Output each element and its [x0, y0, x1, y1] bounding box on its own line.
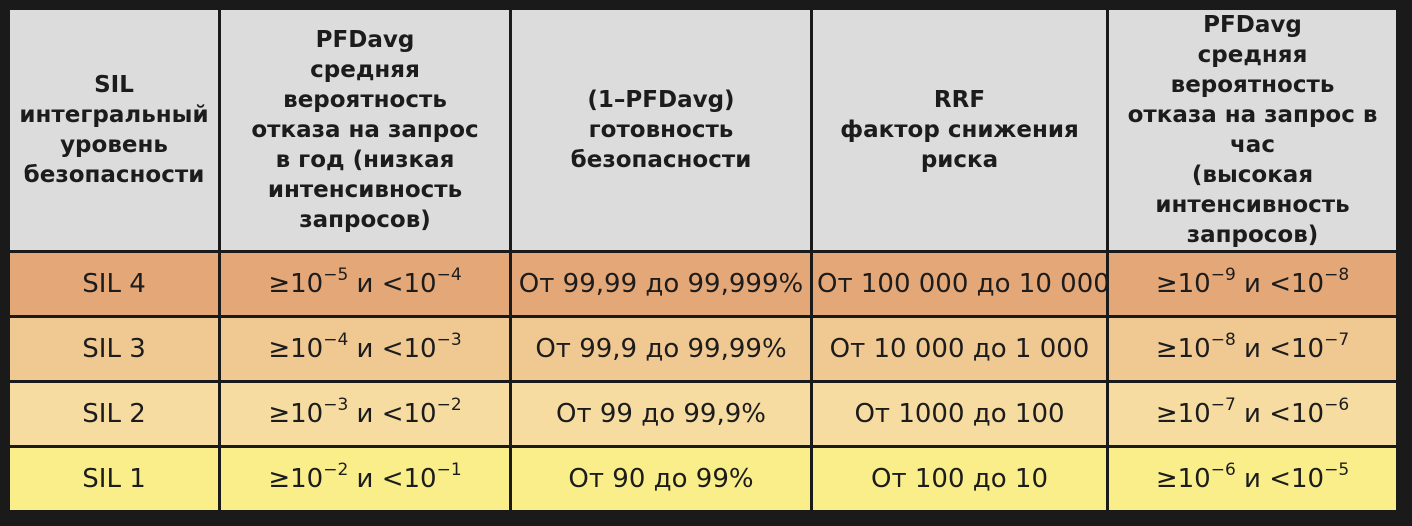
header-line: интегральный: [19, 102, 209, 128]
pfd-ge-exp: −8: [1210, 330, 1236, 350]
pfd-and: и: [1235, 464, 1270, 494]
pfd-ge: ≥10: [268, 464, 324, 494]
pfd-lt: <10: [381, 464, 437, 494]
cell-pfd-year: ≥10−4 и <10−3: [221, 318, 509, 380]
header-line: интенсивность: [267, 177, 463, 203]
pfd-and: и: [348, 399, 382, 429]
header-line: в год (низкая: [275, 147, 455, 173]
pfd-ge-exp: −5: [323, 265, 349, 285]
header-line: средняя вероятность: [1170, 42, 1335, 98]
header-sil: SIL интегральный уровень безопасности: [10, 10, 218, 250]
header-line: фактор снижения: [840, 117, 1079, 143]
cell-pfd-hour: ≥10−9 и <10−8: [1109, 253, 1396, 315]
table-row: SIL 2 ≥10−3 и <10−2 От 99 до 99,9% От 10…: [10, 383, 1396, 445]
cell-sil: SIL 2: [10, 383, 218, 445]
cell-rrf: От 100 до 10: [813, 448, 1106, 510]
cell-availability: От 99 до 99,9%: [512, 383, 810, 445]
pfd-ge: ≥10: [1155, 269, 1211, 299]
header-line: отказа на запрос в час: [1127, 102, 1378, 158]
pfd-ge-exp: −7: [1210, 395, 1236, 415]
pfd-lt-exp: −6: [1324, 395, 1350, 415]
cell-sil: SIL 4: [10, 253, 218, 315]
pfd-ge-exp: −2: [323, 460, 349, 480]
header-line: риска: [920, 147, 999, 173]
cell-pfd-year: ≥10−2 и <10−1: [221, 448, 509, 510]
pfd-lt-exp: −4: [436, 265, 462, 285]
pfd-lt: <10: [1269, 464, 1325, 494]
cell-pfd-year: ≥10−5 и <10−4: [221, 253, 509, 315]
pfd-and: и: [1235, 334, 1270, 364]
pfd-lt: <10: [1269, 334, 1325, 364]
header-line: безопасности: [570, 147, 752, 173]
pfd-and: и: [348, 269, 382, 299]
cell-pfd-hour: ≥10−7 и <10−6: [1109, 383, 1396, 445]
table-row: SIL 3 ≥10−4 и <10−3 От 99,9 до 99,99% От…: [10, 318, 1396, 380]
pfd-lt: <10: [1269, 269, 1325, 299]
pfd-lt-exp: −3: [436, 330, 462, 350]
pfd-ge: ≥10: [1155, 399, 1211, 429]
header-pfd-hour: PFDavg средняя вероятность отказа на зап…: [1109, 10, 1396, 250]
pfd-lt-exp: −8: [1324, 265, 1350, 285]
pfd-lt: <10: [381, 269, 437, 299]
header-line: готовность: [588, 117, 734, 143]
pfd-ge-exp: −9: [1210, 265, 1236, 285]
header-line: SIL: [94, 72, 134, 98]
cell-availability: От 99,99 до 99,999%: [512, 253, 810, 315]
cell-sil: SIL 3: [10, 318, 218, 380]
pfd-and: и: [348, 464, 382, 494]
table-row: SIL 1 ≥10−2 и <10−1 От 90 до 99% От 100 …: [10, 448, 1396, 510]
pfd-lt: <10: [381, 334, 437, 364]
pfd-lt-exp: −1: [436, 460, 462, 480]
pfd-and: и: [348, 334, 382, 364]
pfd-ge-exp: −3: [323, 395, 349, 415]
pfd-lt-exp: −5: [1324, 460, 1350, 480]
pfd-lt-exp: −2: [436, 395, 462, 415]
sil-table: SIL интегральный уровень безопасности PF…: [7, 7, 1399, 513]
cell-rrf: От 10 000 до 1 000: [813, 318, 1106, 380]
pfd-and: и: [1235, 269, 1270, 299]
cell-pfd-hour: ≥10−6 и <10−5: [1109, 448, 1396, 510]
cell-rrf: От 100 000 до 10 000: [813, 253, 1106, 315]
header-line: средняя вероятность: [283, 57, 447, 113]
header-line: запросов): [299, 207, 431, 233]
header-line: отказа на запрос: [251, 117, 479, 143]
cell-availability: От 90 до 99%: [512, 448, 810, 510]
cell-sil: SIL 1: [10, 448, 218, 510]
pfd-lt-exp: −7: [1324, 330, 1350, 350]
cell-availability: От 99,9 до 99,99%: [512, 318, 810, 380]
header-line: RRF: [933, 87, 986, 113]
header-line: уровень: [60, 132, 168, 158]
cell-pfd-year: ≥10−3 и <10−2: [221, 383, 509, 445]
header-line: (1–PFDavg): [587, 87, 735, 113]
pfd-lt: <10: [1269, 399, 1325, 429]
header-rrf: RRF фактор снижения риска: [813, 10, 1106, 250]
header-pfd-year: PFDavg средняя вероятность отказа на зап…: [221, 10, 509, 250]
pfd-ge: ≥10: [1155, 334, 1211, 364]
pfd-ge: ≥10: [268, 399, 324, 429]
cell-rrf: От 1000 до 100: [813, 383, 1106, 445]
table-row: SIL 4 ≥10−5 и <10−4 От 99,99 до 99,999% …: [10, 253, 1396, 315]
pfd-ge: ≥10: [268, 269, 324, 299]
header-line: безопасности: [23, 162, 205, 188]
pfd-ge: ≥10: [1155, 464, 1211, 494]
pfd-and: и: [1235, 399, 1270, 429]
cell-pfd-hour: ≥10−8 и <10−7: [1109, 318, 1396, 380]
header-line: запросов): [1186, 222, 1319, 248]
pfd-lt: <10: [381, 399, 437, 429]
pfd-ge: ≥10: [268, 334, 324, 364]
pfd-ge-exp: −4: [323, 330, 349, 350]
header-line: (высокая интенсивность: [1155, 162, 1350, 218]
header-availability: (1–PFDavg) готовность безопасности: [512, 10, 810, 250]
header-row: SIL интегральный уровень безопасности PF…: [10, 10, 1396, 250]
header-line: PFDavg: [315, 27, 415, 53]
header-line: PFDavg: [1203, 12, 1302, 38]
pfd-ge-exp: −6: [1210, 460, 1236, 480]
